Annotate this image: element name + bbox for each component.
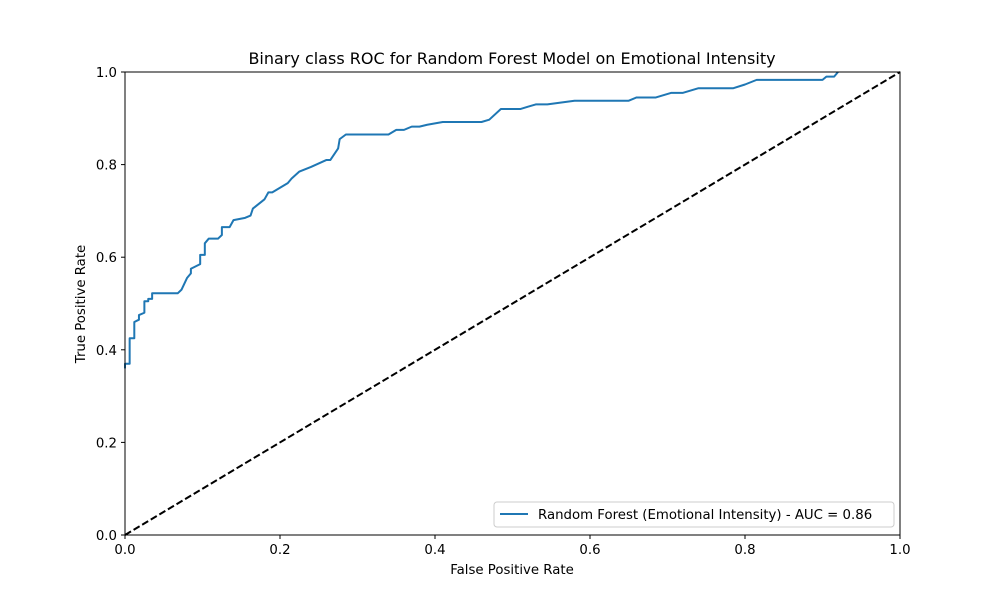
y-tick-label: 0.4 [96,344,117,359]
y-tick-label: 1.0 [96,66,117,81]
y-tick-label: 0.0 [96,529,117,544]
x-tick-label: 1.0 [889,543,910,558]
chart-title: Binary class ROC for Random Forest Model… [248,49,775,68]
y-tick-label: 0.2 [96,436,117,451]
legend-box [493,501,895,528]
plot-area [124,71,901,536]
x-tick-label: 0.2 [269,543,290,558]
x-tick-label: 0.0 [114,543,135,558]
x-tick-label: 0.4 [424,543,445,558]
plot-frame [124,71,901,536]
y-axis-ticks: 0.0 0.2 0.4 0.6 0.8 1.0 [96,66,125,544]
x-axis-ticks: 0.0 0.2 0.4 0.6 0.8 1.0 [114,535,911,558]
x-tick-label: 0.8 [734,543,755,558]
legend: Random Forest (Emotional Intensity) - AU… [493,501,895,528]
y-axis-label: True Positive Rate [74,245,89,364]
x-tick-label: 0.6 [579,543,600,558]
roc-curve-line [124,71,839,369]
legend-label-random-forest: Random Forest (Emotional Intensity) - AU… [538,508,872,523]
y-tick-label: 0.8 [96,159,117,174]
x-axis-label: False Positive Rate [450,563,574,578]
chance-diagonal-line [124,71,901,536]
y-tick-label: 0.6 [96,251,117,266]
